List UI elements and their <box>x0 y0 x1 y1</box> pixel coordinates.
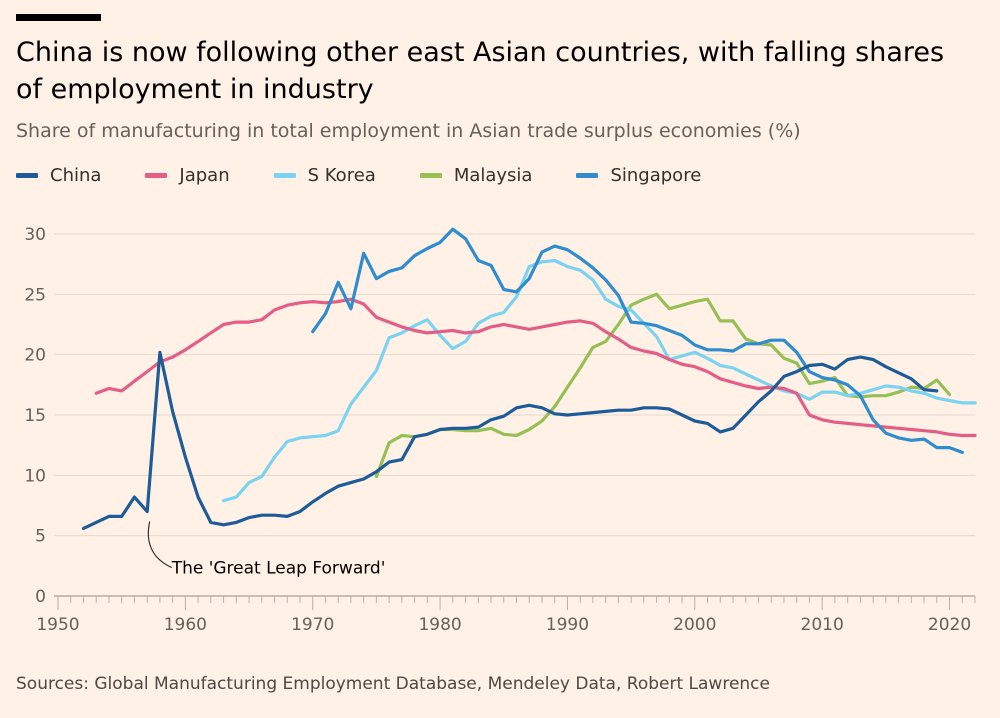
chart-title: China is now following other east Asian … <box>16 37 945 105</box>
y-axis-ticks: 0 5 10 15 20 25 30 <box>24 225 46 607</box>
legend-item-malaysia: Malaysia <box>419 165 533 186</box>
series-line-s-korea <box>222 258 977 503</box>
x-tick-label-2000: 2000 <box>673 615 716 635</box>
legend-item-singapore: Singapore <box>576 165 701 186</box>
x-axis-ticks: 1950 1960 1970 1980 1990 2000 2010 2020 <box>36 596 976 635</box>
x-tick-label-1960: 1960 <box>164 615 207 635</box>
x-tick-label-2020: 2020 <box>928 615 971 635</box>
y-tick-label-0: 0 <box>35 587 46 607</box>
x-tick-label-1950: 1950 <box>36 615 79 635</box>
x-tick-label-1990: 1990 <box>546 615 589 635</box>
legend: China Japan S Korea Malaysia Singapore <box>16 165 745 186</box>
chart-subtitle: Share of manufacturing in total employme… <box>16 120 801 142</box>
brand-bar <box>16 14 101 21</box>
x-tick-label-2010: 2010 <box>801 615 844 635</box>
gridlines <box>54 233 975 597</box>
legend-label-china: China <box>50 165 102 186</box>
series-lines <box>81 227 977 530</box>
legend-label-japan: Japan <box>179 165 230 186</box>
series-line-singapore <box>311 227 964 454</box>
legend-label-malaysia: Malaysia <box>453 165 533 186</box>
legend-item-s-korea: S Korea <box>273 165 376 186</box>
legend-swatch-singapore <box>576 173 599 178</box>
legend-item-china: China <box>16 165 101 186</box>
legend-swatch-china <box>16 173 38 178</box>
y-tick-label-10: 10 <box>24 466 46 486</box>
legend-label-s-korea: S Korea <box>307 165 376 186</box>
legend-swatch-s-korea <box>273 173 296 178</box>
annotation: The 'Great Leap Forward' <box>147 521 386 579</box>
legend-label-singapore: Singapore <box>610 165 702 186</box>
x-tick-label-1970: 1970 <box>291 615 334 635</box>
x-tick-label-1980: 1980 <box>418 615 461 635</box>
legend-swatch-japan <box>145 173 168 178</box>
y-tick-label-30: 30 <box>24 225 46 245</box>
y-tick-label-15: 15 <box>24 406 46 426</box>
source-note: Sources: Global Manufacturing Employment… <box>16 674 770 694</box>
series-line-china <box>81 350 939 530</box>
legend-swatch-malaysia <box>419 173 442 178</box>
series-line-japan <box>94 297 977 438</box>
annotation-leader-line <box>147 521 172 569</box>
y-tick-label-5: 5 <box>35 527 46 547</box>
y-tick-label-25: 25 <box>24 285 46 305</box>
annotation-label: The 'Great Leap Forward' <box>171 559 386 579</box>
line-chart: 0 5 10 15 20 25 30 1950 1960 1970 1980 1990 2000 201… <box>24 225 977 635</box>
legend-item-japan: Japan <box>145 165 230 186</box>
series-line-malaysia <box>374 292 952 479</box>
y-tick-label-20: 20 <box>24 346 46 366</box>
